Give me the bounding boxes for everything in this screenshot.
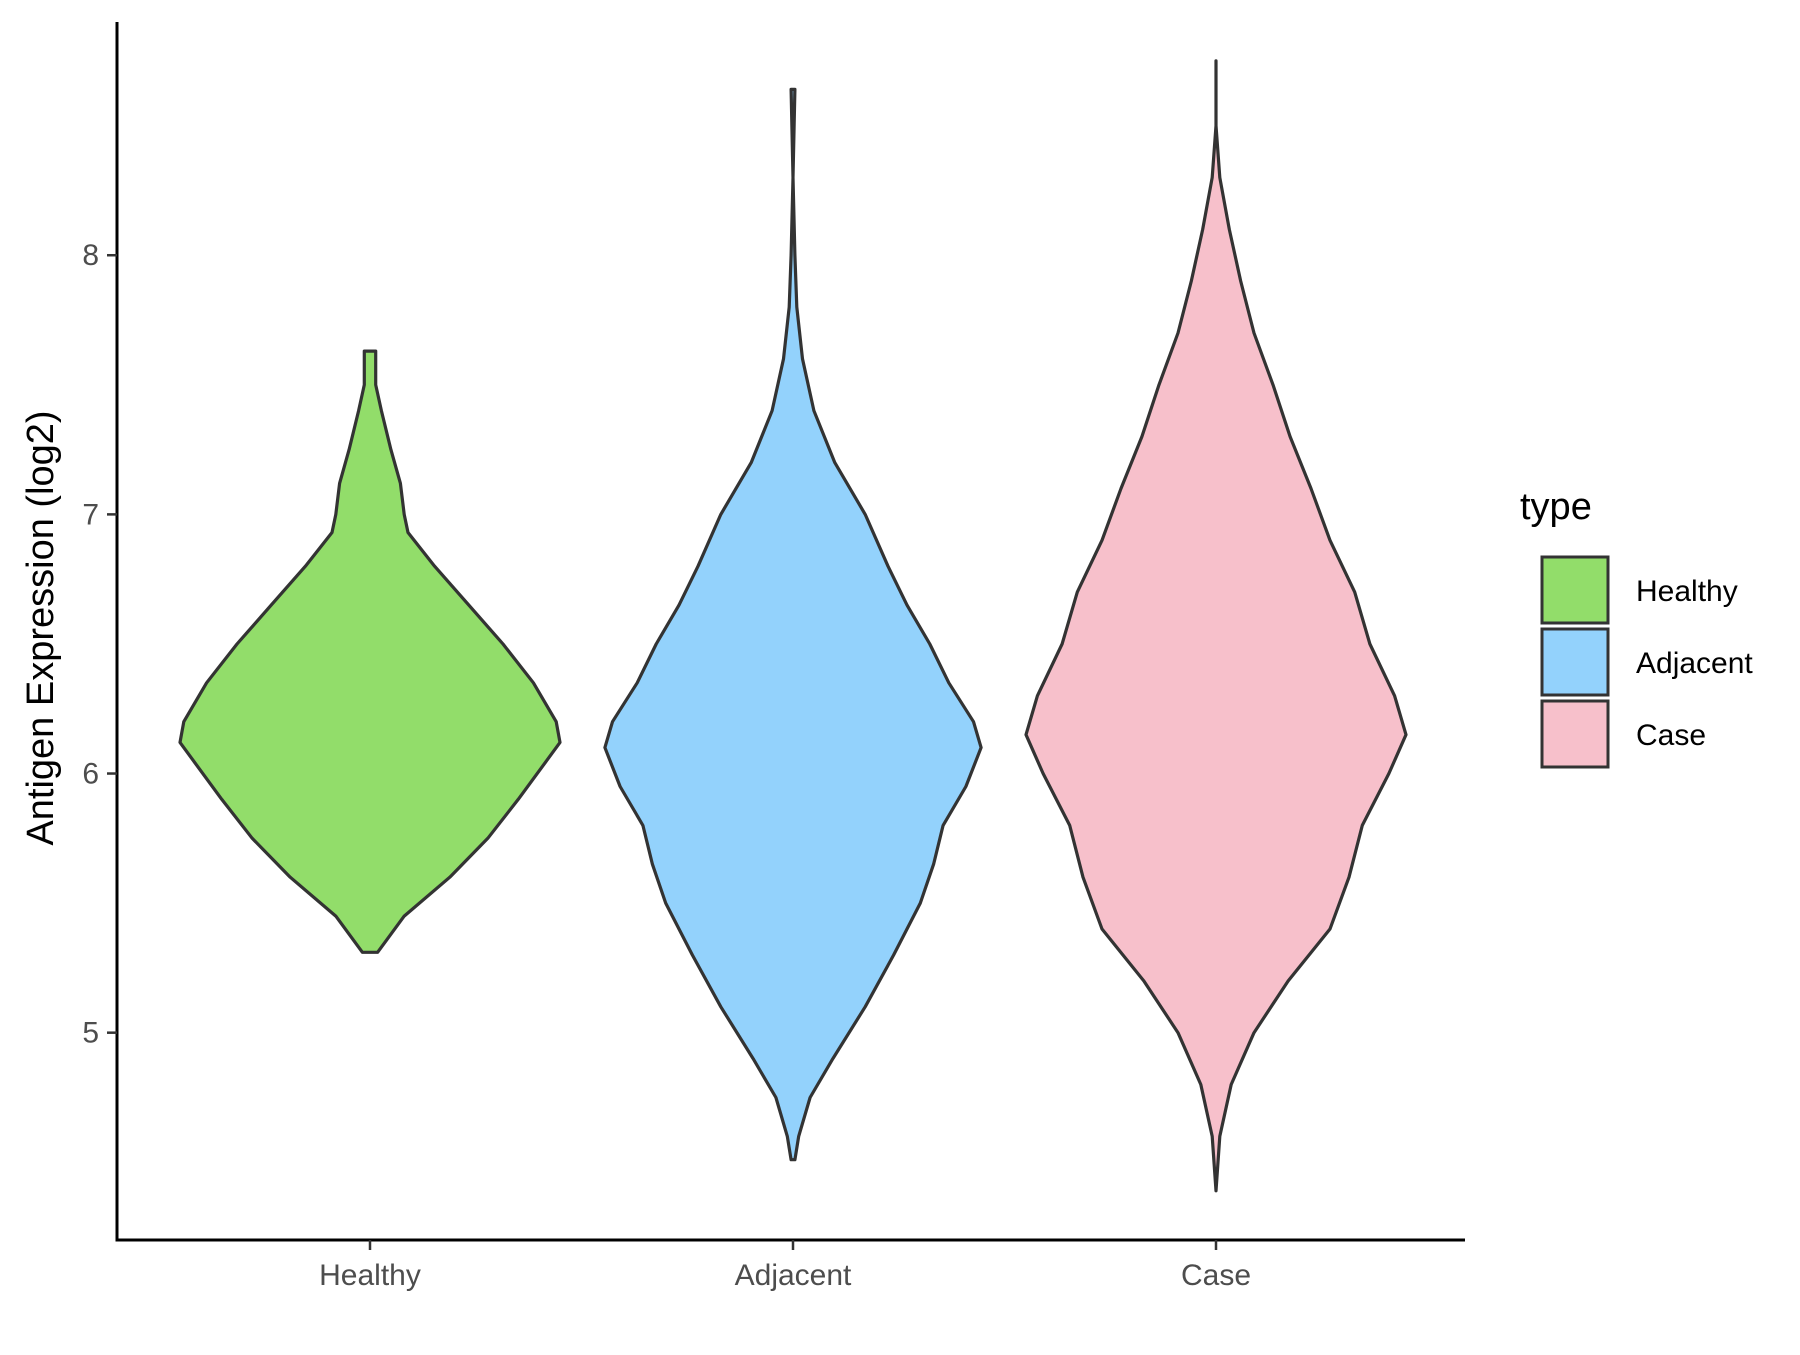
legend-key-adjacent: [1540, 627, 1610, 697]
y-tick-label: 5: [82, 1017, 99, 1050]
y-axis-title: Antigen Expression (log2): [20, 410, 62, 845]
y-tick-label: 8: [82, 239, 99, 272]
x-tick-label: Healthy: [319, 1259, 421, 1292]
violin-layer: [178, 59, 1408, 1193]
legend-key-healthy: [1540, 555, 1610, 625]
legend-key-case: [1540, 699, 1610, 769]
legend-label-case: Case: [1636, 719, 1706, 752]
legend-label-healthy: Healthy: [1636, 575, 1738, 608]
violin-adjacent: [603, 87, 983, 1162]
x-tick-label: Case: [1181, 1259, 1251, 1292]
legend-title: type: [1520, 486, 1592, 528]
axes-layer: [115, 22, 1465, 1242]
y-tick-label: 7: [82, 498, 99, 531]
tick-layer: 5 6 7 8 Healthy Adjacent Case: [82, 239, 1251, 1292]
legend: type Healthy Adjacent Case: [1520, 486, 1753, 769]
violin-case: [1024, 59, 1408, 1193]
legend-label-adjacent: Adjacent: [1636, 647, 1753, 680]
y-tick-label: 6: [82, 758, 99, 791]
x-tick-label: Adjacent: [735, 1259, 852, 1292]
violin-healthy: [178, 349, 562, 954]
